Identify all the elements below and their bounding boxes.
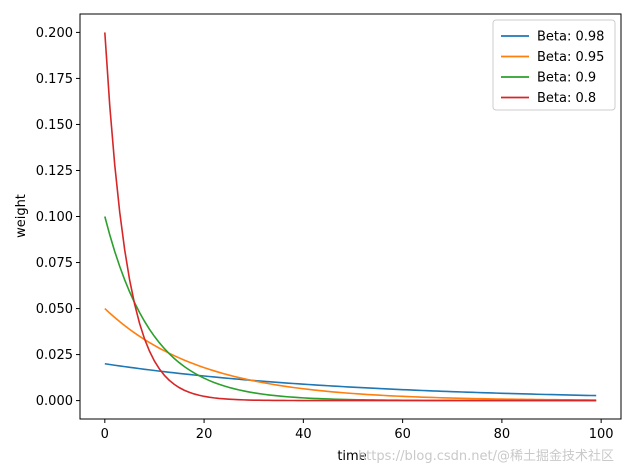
x-tick-label: 20 <box>196 427 213 442</box>
y-tick-label: 0.200 <box>36 26 73 41</box>
legend: Beta: 0.98 Beta: 0.95 Beta: 0.9 Beta: 0.8 <box>492 19 616 111</box>
y-tick-label: 0.100 <box>36 210 73 225</box>
legend-label: Beta: 0.98 <box>537 30 604 45</box>
series-layer <box>104 32 597 402</box>
series-line-3 <box>104 32 597 402</box>
x-tick-label: 60 <box>394 427 411 442</box>
legend-box <box>492 19 616 111</box>
y-tick-label: 0.125 <box>36 164 73 179</box>
legend-label: Beta: 0.95 <box>537 50 604 65</box>
x-axis: 0 20 40 60 80 100 <box>101 419 614 442</box>
x-tick-label: 0 <box>101 427 109 442</box>
x-tick-label: 100 <box>589 427 614 442</box>
y-tick-label: 0.175 <box>36 72 73 87</box>
y-axis-label: weight <box>14 194 29 238</box>
legend-label: Beta: 0.8 <box>537 91 596 106</box>
y-axis: 0.000 0.025 0.050 0.075 0.100 0.125 0.150 0.175… <box>36 26 80 409</box>
y-tick-label: 0.150 <box>36 118 73 133</box>
legend-label: Beta: 0.9 <box>537 71 596 86</box>
series-line-0 <box>104 362 597 397</box>
x-tick-label: 40 <box>295 427 312 442</box>
x-axis-label: time <box>337 449 366 464</box>
series-line-1 <box>104 307 597 401</box>
y-tick-label: 0.000 <box>36 394 73 409</box>
watermark: https://blog.csdn.net/@稀土掘金技术社区 <box>358 448 614 464</box>
x-tick-label: 80 <box>494 427 511 442</box>
y-tick-label: 0.050 <box>36 302 73 317</box>
y-tick-label: 0.075 <box>36 256 73 271</box>
y-tick-label: 0.025 <box>36 348 73 363</box>
